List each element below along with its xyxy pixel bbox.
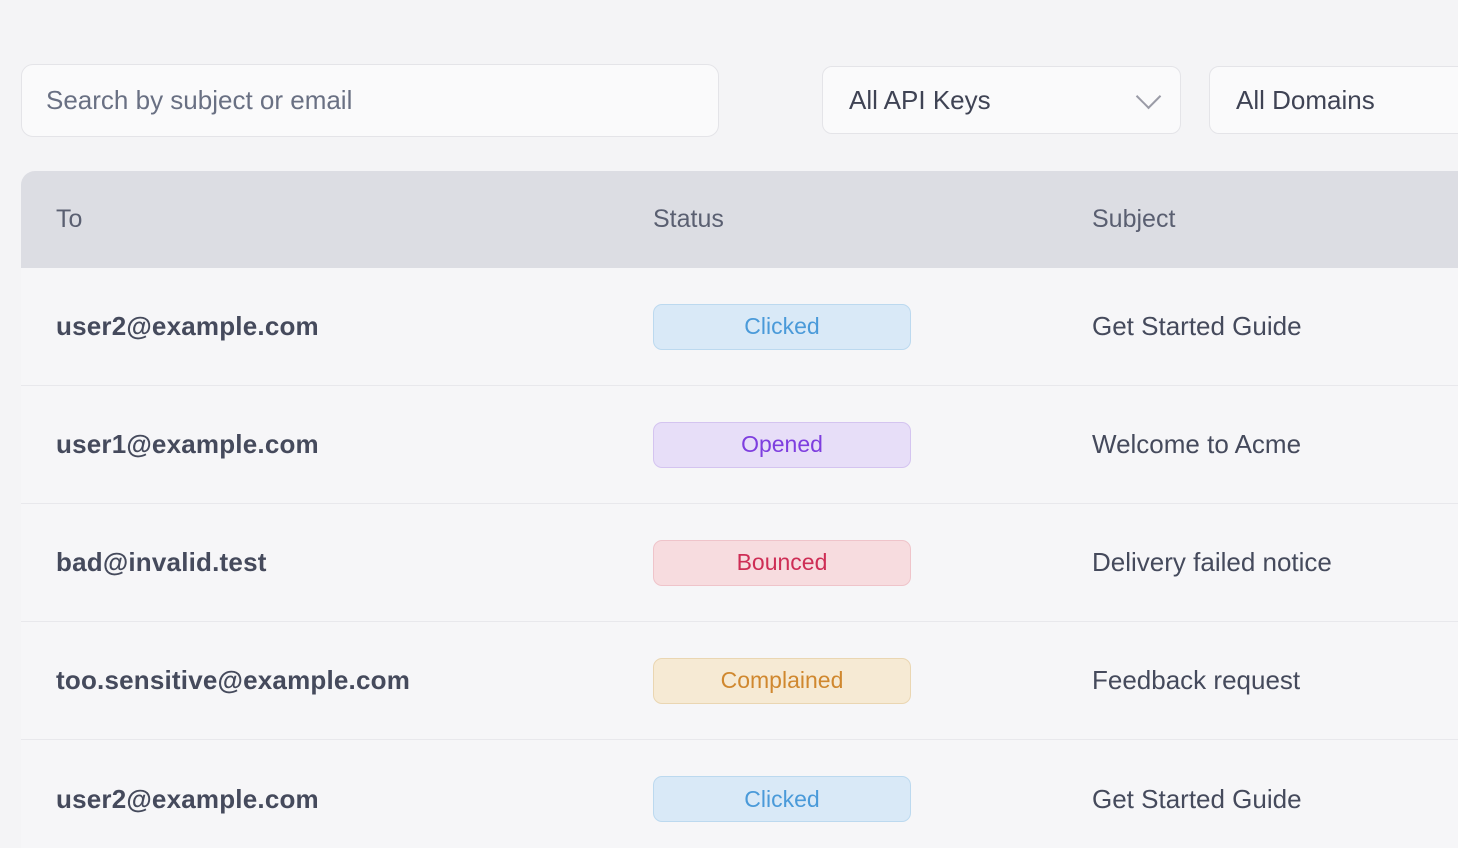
- subject-cell: Welcome to Acme: [1092, 429, 1302, 459]
- table-row[interactable]: user1@example.com Opened Welcome to Acme: [21, 386, 1458, 504]
- table-body: user2@example.com Clicked Get Started Gu…: [21, 268, 1458, 848]
- status-badge: Clicked: [653, 303, 911, 350]
- domains-dropdown-value: All Domains: [1236, 84, 1375, 115]
- to-cell: user2@example.com: [56, 311, 319, 341]
- to-cell: user1@example.com: [56, 429, 319, 459]
- api-keys-dropdown-value: All API Keys: [849, 84, 991, 115]
- status-badge: Complained: [653, 657, 911, 704]
- subject-cell: Get Started Guide: [1092, 311, 1302, 341]
- table-header-row: To Status Subject: [21, 171, 1458, 268]
- table-row[interactable]: bad@invalid.test Bounced Delivery failed…: [21, 504, 1458, 622]
- subject-cell: Delivery failed notice: [1092, 547, 1332, 577]
- subject-cell: Feedback request: [1092, 665, 1301, 695]
- chevron-down-icon: [1135, 83, 1162, 110]
- domains-dropdown[interactable]: All Domains: [1209, 66, 1458, 134]
- api-keys-dropdown[interactable]: All API Keys: [822, 66, 1181, 134]
- emails-table: To Status Subject user2@example.com Clic…: [21, 171, 1458, 848]
- status-badge: Clicked: [653, 776, 911, 822]
- status-badge: Bounced: [653, 539, 911, 586]
- to-cell: too.sensitive@example.com: [56, 665, 411, 695]
- table-row[interactable]: too.sensitive@example.com Complained Fee…: [21, 622, 1458, 740]
- status-badge: Opened: [653, 421, 911, 468]
- search-input[interactable]: [21, 64, 719, 137]
- table-row[interactable]: user2@example.com Clicked Get Started Gu…: [21, 740, 1458, 848]
- column-header-subject: Subject: [1092, 205, 1176, 233]
- table-row[interactable]: user2@example.com Clicked Get Started Gu…: [21, 268, 1458, 386]
- to-cell: user2@example.com: [56, 783, 319, 814]
- column-header-status: Status: [653, 205, 724, 233]
- column-header-to: To: [56, 205, 83, 233]
- subject-cell: Get Started Guide: [1092, 783, 1302, 814]
- to-cell: bad@invalid.test: [56, 547, 267, 577]
